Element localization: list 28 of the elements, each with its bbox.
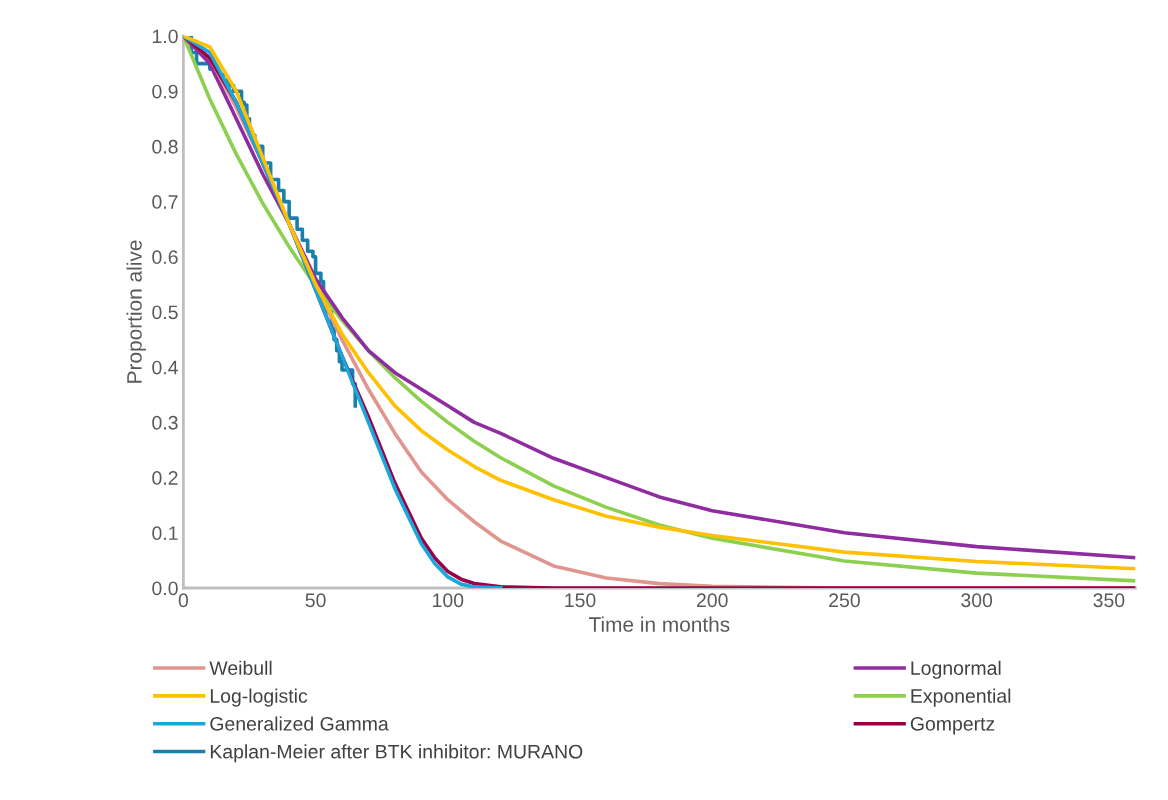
x-tick-label: 150 [565,593,596,608]
x-tick-label: 200 [696,593,728,608]
x-tick-label: 250 [829,593,860,608]
y-axis-title: Proportion alive [126,240,146,383]
y-tick-label: 0.6 [152,250,178,265]
legend-label: Exponential [911,688,1011,707]
y-tick-label: 0.5 [152,305,178,320]
legend-label: Generalized Gamma [210,716,389,731]
y-tick-label: 0.7 [152,195,178,209]
x-tick-label: 100 [433,593,464,608]
y-tick-label: 0.4 [152,360,178,375]
y-tick-label: 0.1 [152,526,178,541]
y-tick-label: 1.0 [152,29,178,44]
y-tick-label: 0.8 [152,139,178,154]
y-tick-label: 0.3 [152,415,178,430]
x-axis-title: Time in months [589,616,730,632]
legend-label: Log-logistic [210,688,308,707]
legend-label: Weibull [209,660,272,675]
legend-label: Gompertz [910,716,995,735]
x-tick-label: 350 [1093,593,1125,608]
legend-label: Lognormal [911,660,1001,679]
legend-label: Kaplan-Meier after BTK inhibitor: MURANO [210,744,583,763]
y-tick-label: 0.2 [152,471,178,485]
x-tick-label: 0 [178,593,189,608]
y-tick-label: 0.0 [152,581,178,596]
x-tick-label: 300 [961,593,993,608]
x-tick-label: 50 [305,593,326,608]
y-tick-label: 0.9 [152,84,178,99]
